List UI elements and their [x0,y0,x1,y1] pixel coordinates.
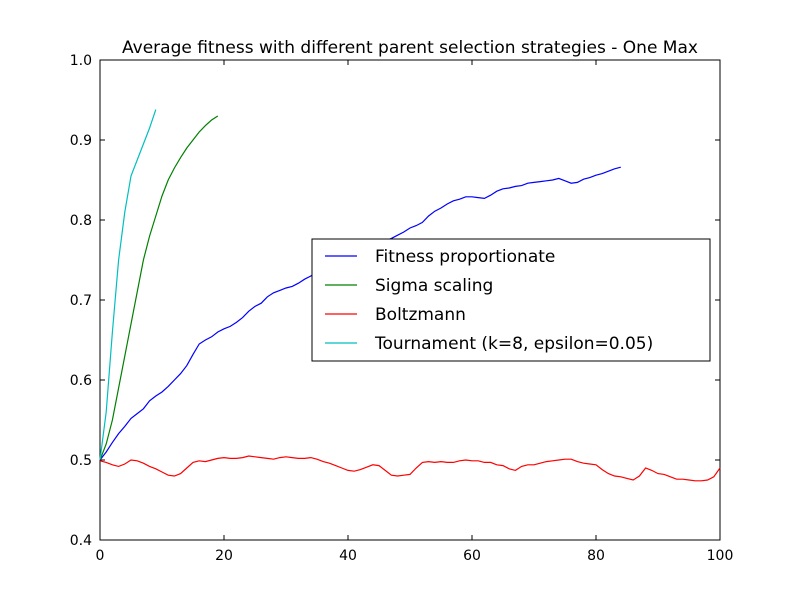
legend-label-2: Sigma scaling [375,276,493,296]
x-tick-label: 40 [339,548,357,564]
series-line-2 [99,115,219,461]
x-tick-label: 80 [587,548,605,564]
x-tick-label: 0 [96,548,105,564]
series-line-3 [99,455,721,482]
x-tick-label: 100 [707,548,734,564]
y-tick-label: 0.4 [70,533,92,549]
legend-label-4: Tournament (k=8, epsilon=0.05) [374,334,653,354]
chart-title: Average fitness with different parent se… [122,38,698,58]
legend-label-3: Boltzmann [375,305,466,325]
legend-box [311,238,711,362]
y-tick-label: 0.9 [70,133,92,149]
series-line-4 [99,109,157,461]
y-tick-label: 0.5 [70,453,92,469]
legend-label-1: Fitness proportionate [375,247,555,267]
y-tick-label: 0.8 [70,213,92,229]
y-tick-label: 0.7 [70,293,92,309]
y-tick-label: 1.0 [70,53,92,69]
legend: Fitness proportionate Sigma scaling Boltzm… [311,238,711,362]
axis-layer: 0 20 40 60 80 100 0.4 0.5 0.6 0.7 0.8 0.9 1.0 [70,53,734,564]
x-tick-label: 20 [215,548,233,564]
x-tick-label: 60 [463,548,481,564]
y-tick-label: 0.6 [70,373,92,389]
